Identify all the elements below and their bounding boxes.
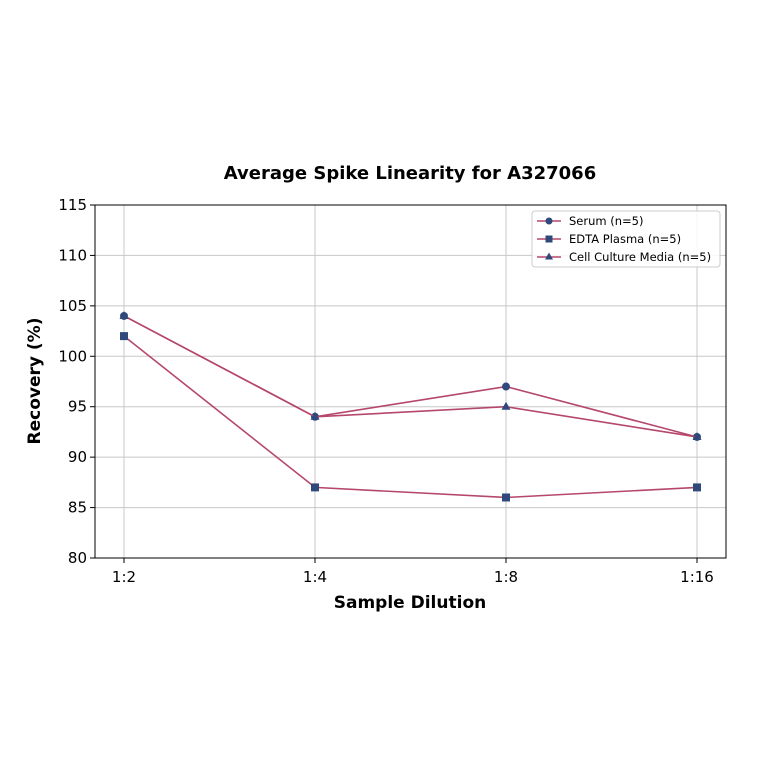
- y-axis-label: Recovery (%): [25, 318, 45, 445]
- y-tick-label: 100: [58, 347, 87, 365]
- circle-marker: [545, 217, 553, 225]
- series-line: [120, 332, 701, 502]
- legend-item: Cell Culture Media (n=5): [537, 250, 711, 264]
- y-tick-label: 105: [58, 297, 87, 315]
- square-marker: [502, 493, 510, 502]
- triangle-marker: [692, 431, 702, 440]
- legend-label: Serum (n=5): [569, 214, 643, 228]
- legend-box: [531, 210, 721, 268]
- series-line: [120, 311, 701, 441]
- square-marker: [545, 235, 553, 243]
- triangle-marker: [310, 411, 320, 420]
- y-axis-ticks: 80 85 90 95 100 105 110 115: [58, 196, 95, 567]
- square-marker: [693, 483, 701, 492]
- y-tick-label: 80: [68, 549, 87, 567]
- x-tick-label: 1:2: [112, 568, 136, 586]
- y-tick-label: 90: [68, 448, 87, 466]
- circle-marker: [502, 382, 510, 391]
- x-axis-ticks: 1:2 1:4 1:8 1:16: [112, 558, 714, 586]
- y-tick-label: 110: [58, 246, 87, 264]
- x-tick-label: 1:8: [494, 568, 518, 586]
- plot-area-frame: [94, 204, 727, 559]
- triangle-marker: [119, 310, 129, 319]
- triangle-marker: [545, 252, 553, 260]
- legend-item: EDTA Plasma (n=5): [537, 232, 681, 246]
- square-marker: [311, 483, 319, 492]
- x-tick-label: 1:16: [680, 568, 714, 586]
- legend-label: EDTA Plasma (n=5): [569, 232, 681, 246]
- square-marker: [120, 332, 128, 341]
- chart-title: Average Spike Linearity for A327066: [224, 163, 596, 184]
- legend-item: Serum (n=5): [537, 214, 643, 228]
- y-tick-label: 115: [58, 196, 87, 214]
- series-line: [119, 310, 702, 440]
- y-tick-label: 85: [68, 499, 87, 517]
- x-axis-label: Sample Dilution: [334, 593, 486, 613]
- triangle-marker: [501, 401, 511, 410]
- legend: Serum (n=5) EDTA Plasma (n=5) Cell Culture…: [531, 210, 721, 268]
- legend-label: Cell Culture Media (n=5): [569, 250, 711, 264]
- x-tick-label: 1:4: [303, 568, 327, 586]
- data-series: [119, 310, 702, 502]
- y-tick-label: 95: [68, 398, 87, 416]
